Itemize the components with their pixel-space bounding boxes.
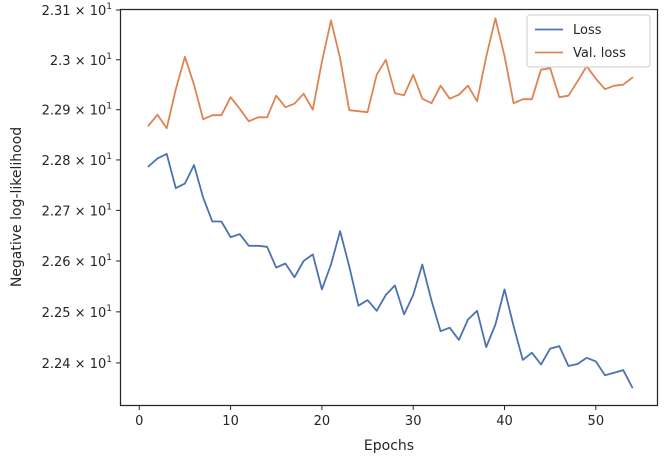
y-tick-label: 2.31 × 101 bbox=[42, 2, 112, 19]
y-tick-label: 2.27 × 101 bbox=[42, 202, 112, 219]
x-tick-label: 20 bbox=[314, 414, 331, 429]
y-tick-label: 2.29 × 101 bbox=[42, 102, 112, 119]
plot-area bbox=[119, 8, 659, 407]
legend-label-val-loss: Val. loss bbox=[573, 46, 626, 61]
legend-label-loss: Loss bbox=[573, 23, 602, 38]
y-axis-label: Negative log-likelihood bbox=[9, 127, 25, 287]
x-axis: 0 10 20 30 40 50 bbox=[135, 405, 604, 429]
x-tick-label: 50 bbox=[588, 414, 605, 429]
y-tick-label: 2.25 × 101 bbox=[42, 304, 112, 321]
series-lines bbox=[147, 17, 634, 389]
legend: Loss Val. loss bbox=[526, 14, 651, 68]
y-tick-label: 2.28 × 101 bbox=[42, 152, 112, 169]
legend-box bbox=[526, 14, 651, 68]
x-tick-label: 0 bbox=[135, 414, 143, 429]
x-axis-label: Epochs bbox=[364, 438, 414, 454]
y-tick-label: 2.3 × 101 bbox=[50, 52, 112, 69]
y-axis: 2.24 × 101 2.25 × 101 2.26 × 101 2.27 × 101… bbox=[42, 2, 121, 372]
x-tick-label: 40 bbox=[496, 414, 513, 429]
series-line-val-loss bbox=[147, 17, 634, 130]
x-tick-label: 10 bbox=[222, 414, 239, 429]
y-tick-label: 2.24 × 101 bbox=[42, 355, 112, 372]
y-tick-label: 2.26 × 101 bbox=[42, 253, 112, 270]
x-tick-label: 30 bbox=[405, 414, 422, 429]
series-line-loss bbox=[147, 152, 634, 389]
